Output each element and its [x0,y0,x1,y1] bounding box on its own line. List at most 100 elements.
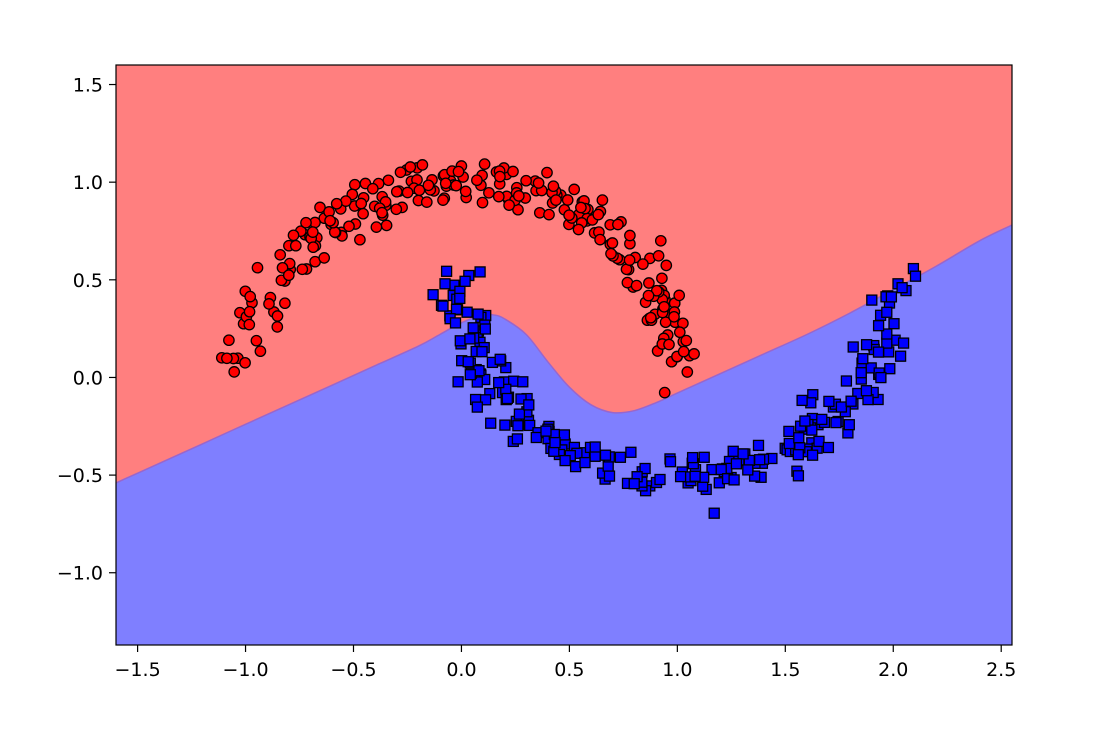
point-class-0 [572,223,585,236]
point-class-0 [223,334,235,347]
point-class-1 [822,441,835,454]
point-class-1 [493,376,505,389]
point-class-1 [501,392,513,405]
point-class-1 [454,292,466,305]
point-class-0 [532,177,545,189]
point-class-0 [673,289,686,302]
point-class-1 [474,266,486,278]
point-class-0 [370,221,383,233]
point-class-0 [483,186,495,199]
y-tick-label: −1.0 [57,563,103,585]
point-class-0 [307,241,320,254]
point-class-1 [835,401,848,413]
point-class-0 [357,207,369,220]
point-class-0 [263,298,275,310]
point-class-1 [549,436,561,449]
y-tick-label: 0.0 [73,367,103,389]
point-class-1 [427,289,439,301]
point-class-0 [652,249,665,262]
point-class-1 [569,460,582,473]
point-class-1 [625,446,637,458]
point-class-1 [728,474,740,486]
point-class-0 [279,297,291,310]
point-class-1 [742,464,754,476]
point-class-0 [221,352,233,365]
point-class-1 [517,376,529,388]
plot-area [116,65,1012,645]
point-class-0 [680,334,693,347]
point-class-1 [783,425,795,438]
point-class-0 [507,165,519,178]
point-class-1 [806,449,819,461]
point-class-0 [300,216,312,229]
point-class-1 [754,454,766,466]
point-class-0 [276,261,289,274]
point-class-1 [881,306,893,318]
point-class-0 [348,178,361,191]
point-class-1 [727,445,739,457]
point-class-1 [888,318,900,330]
point-class-0 [422,179,435,192]
point-class-0 [394,166,407,179]
point-class-1 [454,335,466,347]
x-tick-label: 0.5 [554,659,584,681]
point-class-1 [830,416,842,429]
point-class-0 [382,174,395,187]
point-class-0 [643,277,655,289]
x-tick-label: −0.5 [330,659,376,681]
point-class-1 [540,425,552,437]
point-class-0 [612,218,624,231]
x-tick-label: 2.0 [878,659,908,681]
point-class-0 [494,170,506,183]
point-class-1 [614,451,627,463]
point-class-0 [318,252,331,264]
point-class-0 [592,208,605,221]
point-class-0 [681,366,694,378]
point-class-1 [860,385,873,397]
point-class-1 [485,417,497,429]
point-class-0 [250,334,263,347]
point-class-1 [589,441,601,453]
point-class-1 [875,371,887,384]
point-class-0 [355,197,368,210]
point-class-0 [668,310,680,323]
point-class-0 [380,219,393,232]
y-tick-label: 1.0 [73,172,103,194]
point-class-0 [520,174,532,187]
y-tick-label: 0.5 [73,270,103,292]
point-class-1 [511,433,524,445]
point-class-1 [494,353,506,365]
point-class-0 [642,289,655,302]
point-class-1 [579,456,591,469]
point-class-1 [437,300,449,312]
point-class-1 [909,270,922,282]
point-class-1 [664,456,677,468]
x-tick-label: 1.0 [662,659,692,681]
point-class-1 [461,306,473,318]
point-class-1 [845,395,857,407]
point-class-0 [282,269,295,282]
point-class-0 [420,196,433,208]
point-class-0 [401,186,414,199]
point-class-0 [594,233,606,246]
point-class-1 [840,375,853,387]
point-class-1 [843,419,855,431]
point-class-0 [459,185,472,198]
point-class-0 [624,229,636,242]
point-class-1 [708,507,720,519]
point-class-0 [637,258,649,270]
point-class-0 [563,209,575,222]
point-class-0 [450,179,463,192]
point-class-0 [306,226,319,238]
point-class-0 [254,345,267,358]
x-axis: −1.5 −1.0 −0.5 0.0 0.5 1.0 1.5 2.0 2.5 [115,645,1016,681]
point-class-1 [855,367,867,379]
point-class-0 [404,161,417,173]
point-class-1 [479,394,492,406]
point-class-1 [748,470,761,482]
point-class-0 [630,279,643,292]
point-class-1 [730,458,743,470]
point-class-0 [251,261,264,274]
point-class-0 [658,300,670,313]
